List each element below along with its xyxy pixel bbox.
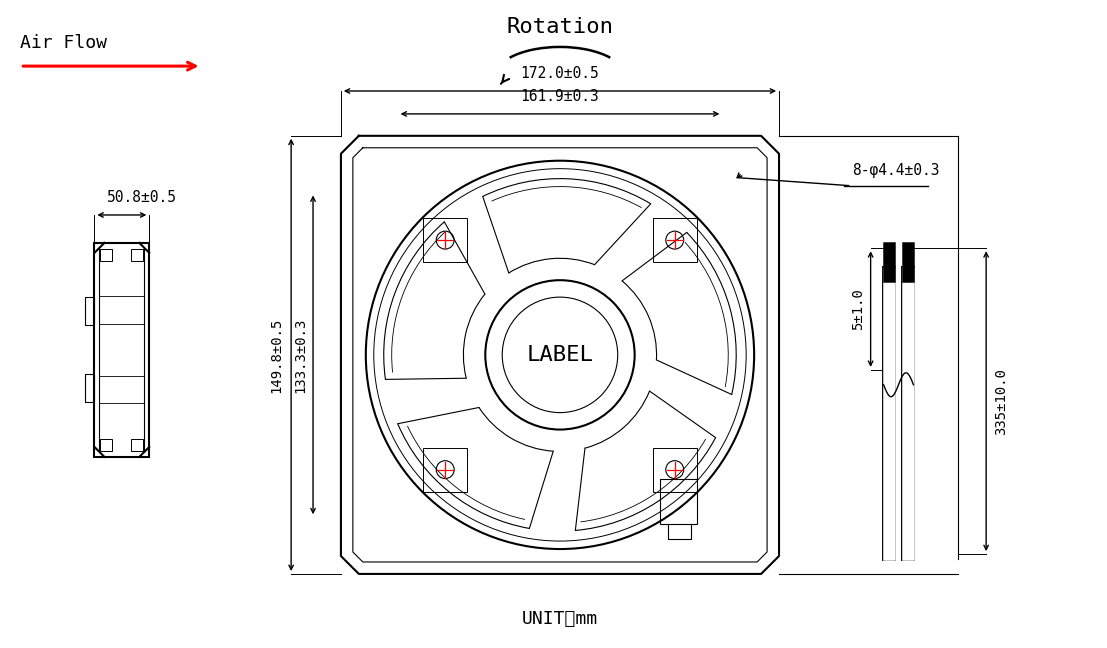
Text: 50.8±0.5: 50.8±0.5 — [106, 190, 177, 205]
Bar — [101, 249, 113, 260]
Bar — [423, 218, 467, 262]
Bar — [653, 448, 696, 492]
Text: Rotation: Rotation — [507, 17, 613, 37]
Text: 172.0±0.5: 172.0±0.5 — [520, 66, 599, 81]
Text: UNIT：mm: UNIT：mm — [521, 610, 598, 628]
Bar — [84, 375, 94, 402]
Bar — [653, 218, 696, 262]
Text: 149.8±0.5: 149.8±0.5 — [269, 317, 283, 393]
Bar — [94, 243, 149, 457]
Bar — [132, 249, 143, 260]
Text: LABEL: LABEL — [527, 345, 593, 365]
Bar — [84, 297, 94, 325]
Bar — [101, 439, 113, 451]
Text: 8-φ4.4±0.3: 8-φ4.4±0.3 — [851, 163, 939, 178]
Text: 161.9±0.3: 161.9±0.3 — [520, 89, 599, 104]
Text: 133.3±0.3: 133.3±0.3 — [293, 317, 307, 393]
Bar — [423, 448, 467, 492]
Text: 5±1.0: 5±1.0 — [850, 288, 865, 330]
Text: 335±10.0: 335±10.0 — [994, 367, 1008, 435]
Text: Air Flow: Air Flow — [20, 34, 107, 52]
Bar — [660, 480, 697, 524]
Bar — [132, 439, 143, 451]
